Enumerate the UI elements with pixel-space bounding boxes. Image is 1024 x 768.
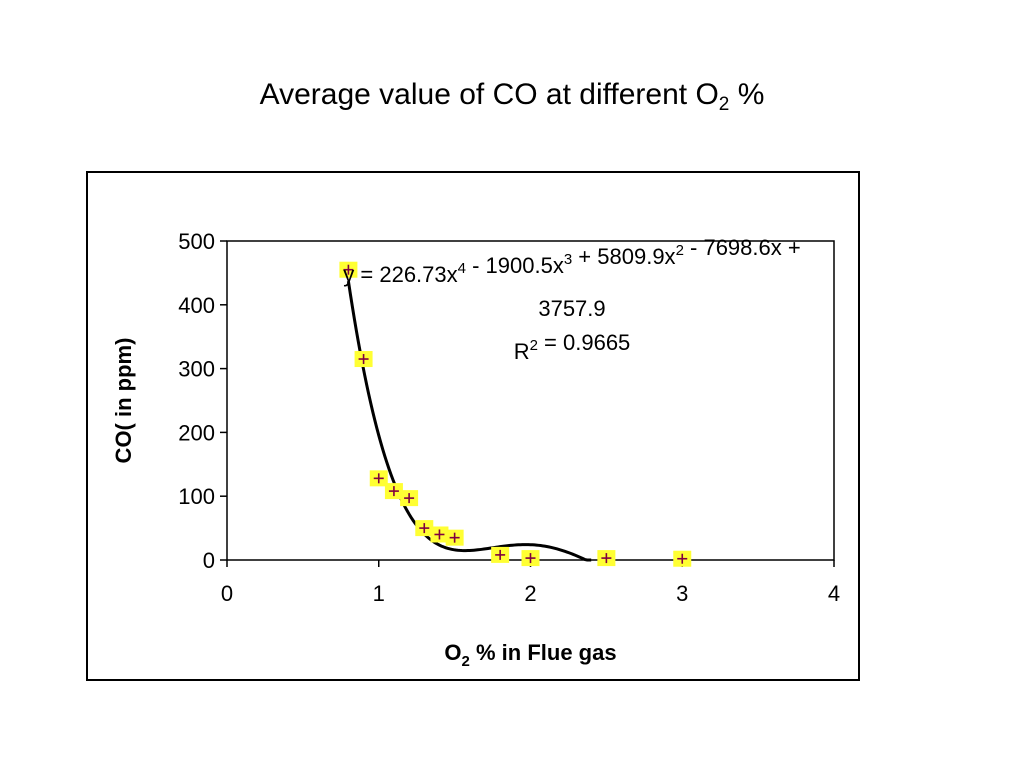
y-tick-label: 200 — [178, 420, 215, 445]
x-axis-title: O2 % in Flue gas — [444, 640, 616, 670]
axis-titles: CO( in ppm) O2 % in Flue gas — [111, 338, 617, 670]
trendline-group — [346, 280, 592, 562]
equation-group: y = 226.73x4 - 1900.5x3 + 5809.9x2 - 769… — [343, 235, 800, 364]
y-tick-label: 500 — [178, 229, 215, 254]
x-tick-label: 0 — [221, 581, 233, 606]
y-tick-label: 100 — [178, 484, 215, 509]
chart-svg: 0 100 200 300 400 500 0 1 2 3 4 y = 226.73x4 - 190… — [111, 229, 840, 670]
trendline — [346, 280, 592, 562]
x-tick-label: 3 — [676, 581, 688, 606]
data-point — [673, 550, 692, 567]
title-subscript: 2 — [718, 94, 730, 115]
y-tick-label: 400 — [178, 293, 215, 318]
title-main: Average value of CO at different O — [259, 78, 719, 111]
trendline-equation-constant: 3757.9 — [538, 296, 605, 321]
data-point — [430, 526, 449, 543]
axes — [226, 240, 835, 561]
data-point — [339, 261, 358, 278]
ticks: 0 100 200 300 400 500 0 1 2 3 4 — [178, 229, 840, 606]
chart-title: Average value of CO at different O2 % — [0, 78, 1024, 115]
x-tick-label: 1 — [373, 581, 385, 606]
data-point — [400, 490, 419, 507]
data-point — [415, 520, 434, 537]
data-point — [354, 351, 373, 368]
r-squared-label: R2 = 0.9665 — [514, 330, 631, 364]
y-tick-label: 0 — [203, 548, 215, 573]
trendline-equation: y = 226.73x4 - 1900.5x3 + 5809.9x2 - 769… — [343, 235, 800, 287]
chart-frame: 0 100 200 300 400 500 0 1 2 3 4 y = 226.73x4 - 190… — [86, 171, 860, 681]
data-point — [445, 529, 464, 546]
title-suffix: % — [729, 78, 765, 111]
points-group — [339, 261, 692, 567]
y-axis-title: CO( in ppm) — [111, 338, 136, 464]
data-point — [369, 470, 388, 487]
data-point — [597, 550, 616, 567]
y-tick-label: 300 — [178, 357, 215, 382]
data-point — [491, 546, 510, 563]
x-tick-label: 2 — [524, 581, 536, 606]
plot-area — [226, 240, 835, 561]
x-tick-label: 4 — [828, 581, 840, 606]
data-point — [384, 483, 403, 500]
data-point — [521, 550, 540, 567]
